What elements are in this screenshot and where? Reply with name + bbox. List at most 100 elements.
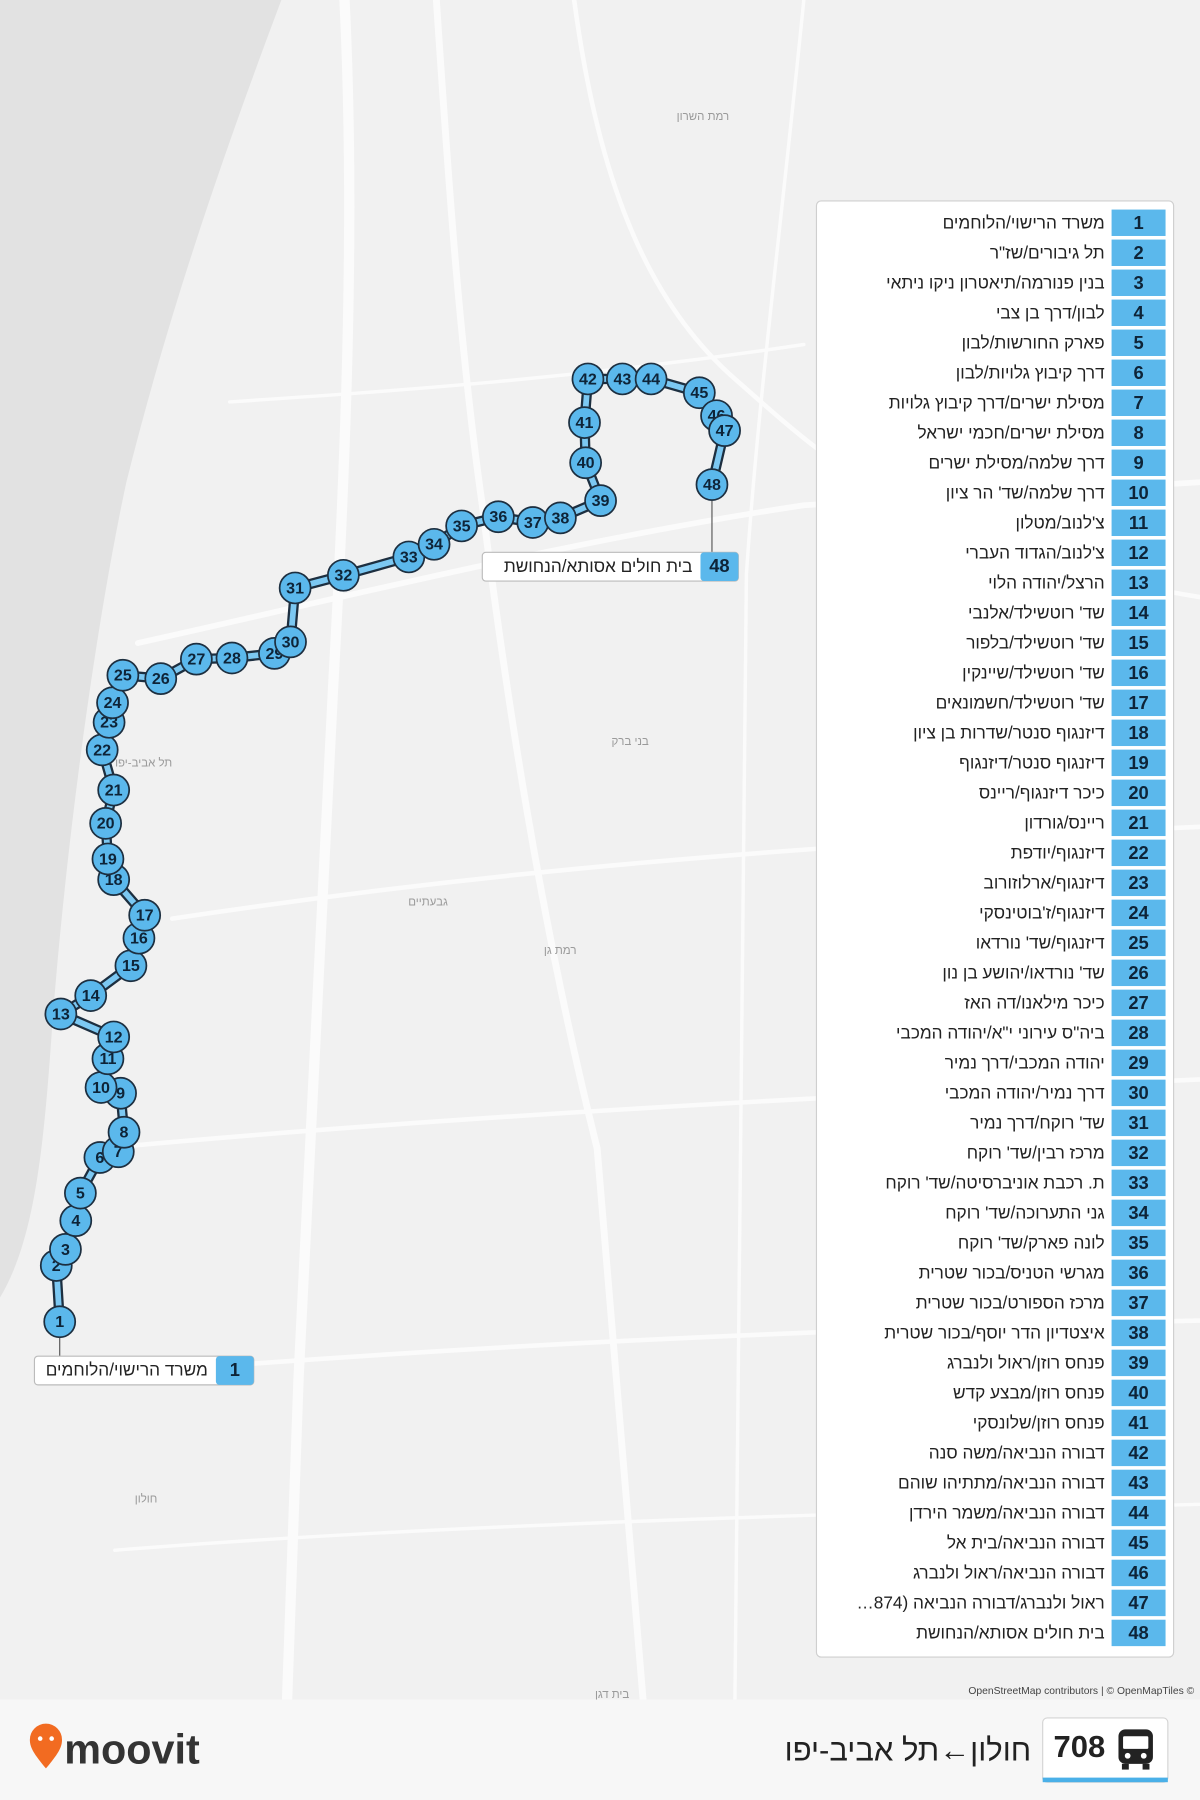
stop-number: 31 [286, 579, 304, 597]
list-stop-number: 17 [1128, 692, 1148, 713]
stop-number: 33 [400, 548, 418, 566]
list-stop-name: איצטדיון הדר יוסף/בכור שטרית [884, 1323, 1105, 1343]
list-badge [1111, 539, 1166, 567]
list-stop-name: מסילת ישרים/חכמי ישראל [918, 422, 1105, 442]
list-stop-number: 47 [1128, 1592, 1148, 1613]
list-stop-number: 7 [1133, 392, 1143, 413]
list-badge [1111, 1019, 1166, 1047]
list-badge [1111, 1529, 1166, 1557]
callout-badge [700, 552, 739, 582]
list-stop-number: 37 [1128, 1292, 1148, 1313]
list-stop-name: תל גיבורים/שז"ר [990, 242, 1105, 262]
list-stop-number: 8 [1133, 422, 1143, 443]
list-badge [1111, 1229, 1166, 1257]
stop-marker [215, 641, 249, 675]
stop-marker [180, 642, 213, 676]
list-badge [1111, 689, 1166, 717]
list-badge [1111, 749, 1166, 777]
list-stop-name: שד' רוטשילד/שיינקין [962, 663, 1105, 683]
stop-number: 36 [489, 508, 507, 526]
list-badge [1111, 419, 1166, 447]
stop-marker [97, 1020, 131, 1054]
callout-badge [215, 1356, 254, 1385]
stop-number: 16 [130, 930, 148, 948]
stop-number: 5 [76, 1185, 85, 1203]
place-label: גבעתיים [408, 897, 448, 909]
list-stop-number: 26 [1128, 962, 1148, 983]
stop-number: 20 [97, 815, 115, 833]
brand-name: moovit [64, 1726, 200, 1772]
list-stop-number: 1 [1133, 212, 1143, 233]
stop-marker [144, 662, 178, 696]
list-stop-number: 33 [1128, 1172, 1148, 1193]
list-badge [1111, 869, 1166, 897]
list-stop-number: 23 [1128, 872, 1148, 893]
list-stop-name: צ'לנוב/הגדוד העברי [965, 543, 1105, 563]
place-label: חולון [135, 1493, 158, 1506]
stop-number: 38 [551, 509, 569, 527]
callout-name: משרד הרישוי/הלוחמים [46, 1360, 208, 1380]
stop-marker [74, 979, 108, 1012]
list-stop-number: 40 [1128, 1382, 1148, 1403]
stop-marker [445, 509, 478, 543]
list-stop-number: 28 [1128, 1022, 1148, 1043]
list-stop-number: 36 [1128, 1262, 1148, 1283]
list-stop-number: 25 [1128, 932, 1148, 953]
list-stop-name: דרך שלמה/מסילת ישרים [929, 452, 1106, 472]
list-badge [1111, 209, 1166, 236]
list-badge [1111, 1319, 1166, 1347]
list-badge [1111, 1409, 1166, 1437]
stop-number: 1 [55, 1313, 64, 1331]
stop-number: 45 [690, 384, 708, 402]
list-stop-number: 43 [1128, 1472, 1148, 1493]
attribution: © OpenStreetMap contributors | © OpenMap… [968, 1686, 1194, 1697]
list-badge [1111, 1619, 1166, 1647]
stop-number: 43 [613, 370, 631, 388]
stop-number: 32 [334, 567, 352, 585]
list-stop-number: 9 [1133, 452, 1143, 473]
list-stop-name: פנחס רוזן/שלונסקי [973, 1413, 1105, 1433]
list-badge [1111, 1559, 1166, 1587]
list-stop-number: 29 [1128, 1052, 1148, 1073]
stop-number: 44 [642, 370, 660, 388]
stop-number: 22 [93, 741, 111, 759]
list-badge [1111, 1109, 1166, 1137]
list-stop-name: שד' רוטשילד/בלפור [966, 633, 1104, 653]
list-stop-number: 2 [1133, 242, 1143, 263]
stop-number: 14 [82, 987, 100, 1005]
stop-number: 34 [425, 536, 443, 554]
stop-number: 4 [71, 1212, 80, 1230]
stop-number: 7 [114, 1143, 123, 1161]
brand-pin-eye [49, 1736, 54, 1741]
list-stop-name: בנין פנורמה/תיאטרון ניקו ניתאי [886, 272, 1105, 292]
list-badge [1111, 899, 1166, 927]
list-stop-name: צ'לנוב/מטלון [1015, 513, 1104, 533]
stop-marker [128, 898, 162, 932]
list-stop-number: 4 [1133, 302, 1144, 323]
stop-number: 21 [105, 781, 123, 799]
list-stop-name: דבורה הנביאה/בית אל [947, 1533, 1105, 1553]
list-badge [1111, 1349, 1166, 1377]
place-label: בני ברק [612, 736, 649, 748]
list-stop-number: 44 [1128, 1502, 1149, 1523]
route-badge-underline [1042, 1777, 1168, 1783]
list-badge [1111, 599, 1166, 627]
list-stop-name: ראול ולנברג/דבורה הנביאה (874… [857, 1593, 1105, 1613]
list-stop-name: דרך קיבוץ גלויות/לבון [956, 362, 1105, 382]
list-stop-name: דיזנגוף/ארלוזורוב [984, 873, 1106, 893]
list-stop-name: מרכז רבין/שד' רוקח [967, 1143, 1105, 1163]
list-stop-name: דבורה הנביאה/משה סנה [929, 1443, 1105, 1463]
stop-number: 30 [282, 633, 300, 651]
stop-marker [634, 362, 668, 396]
list-stop-number: 48 [1128, 1622, 1148, 1643]
stop-number: 37 [524, 514, 542, 532]
list-badge [1111, 1589, 1166, 1617]
list-stop-number: 20 [1128, 782, 1148, 803]
stop-number: 15 [122, 957, 140, 975]
list-stop-name: דבורה הנביאה/ראול ולנברג [913, 1563, 1105, 1583]
list-stop-number: 35 [1128, 1232, 1148, 1253]
list-stop-number: 31 [1128, 1112, 1148, 1133]
list-badge [1111, 389, 1166, 416]
list-stop-number: 6 [1133, 362, 1143, 383]
stop-marker [43, 1305, 77, 1339]
